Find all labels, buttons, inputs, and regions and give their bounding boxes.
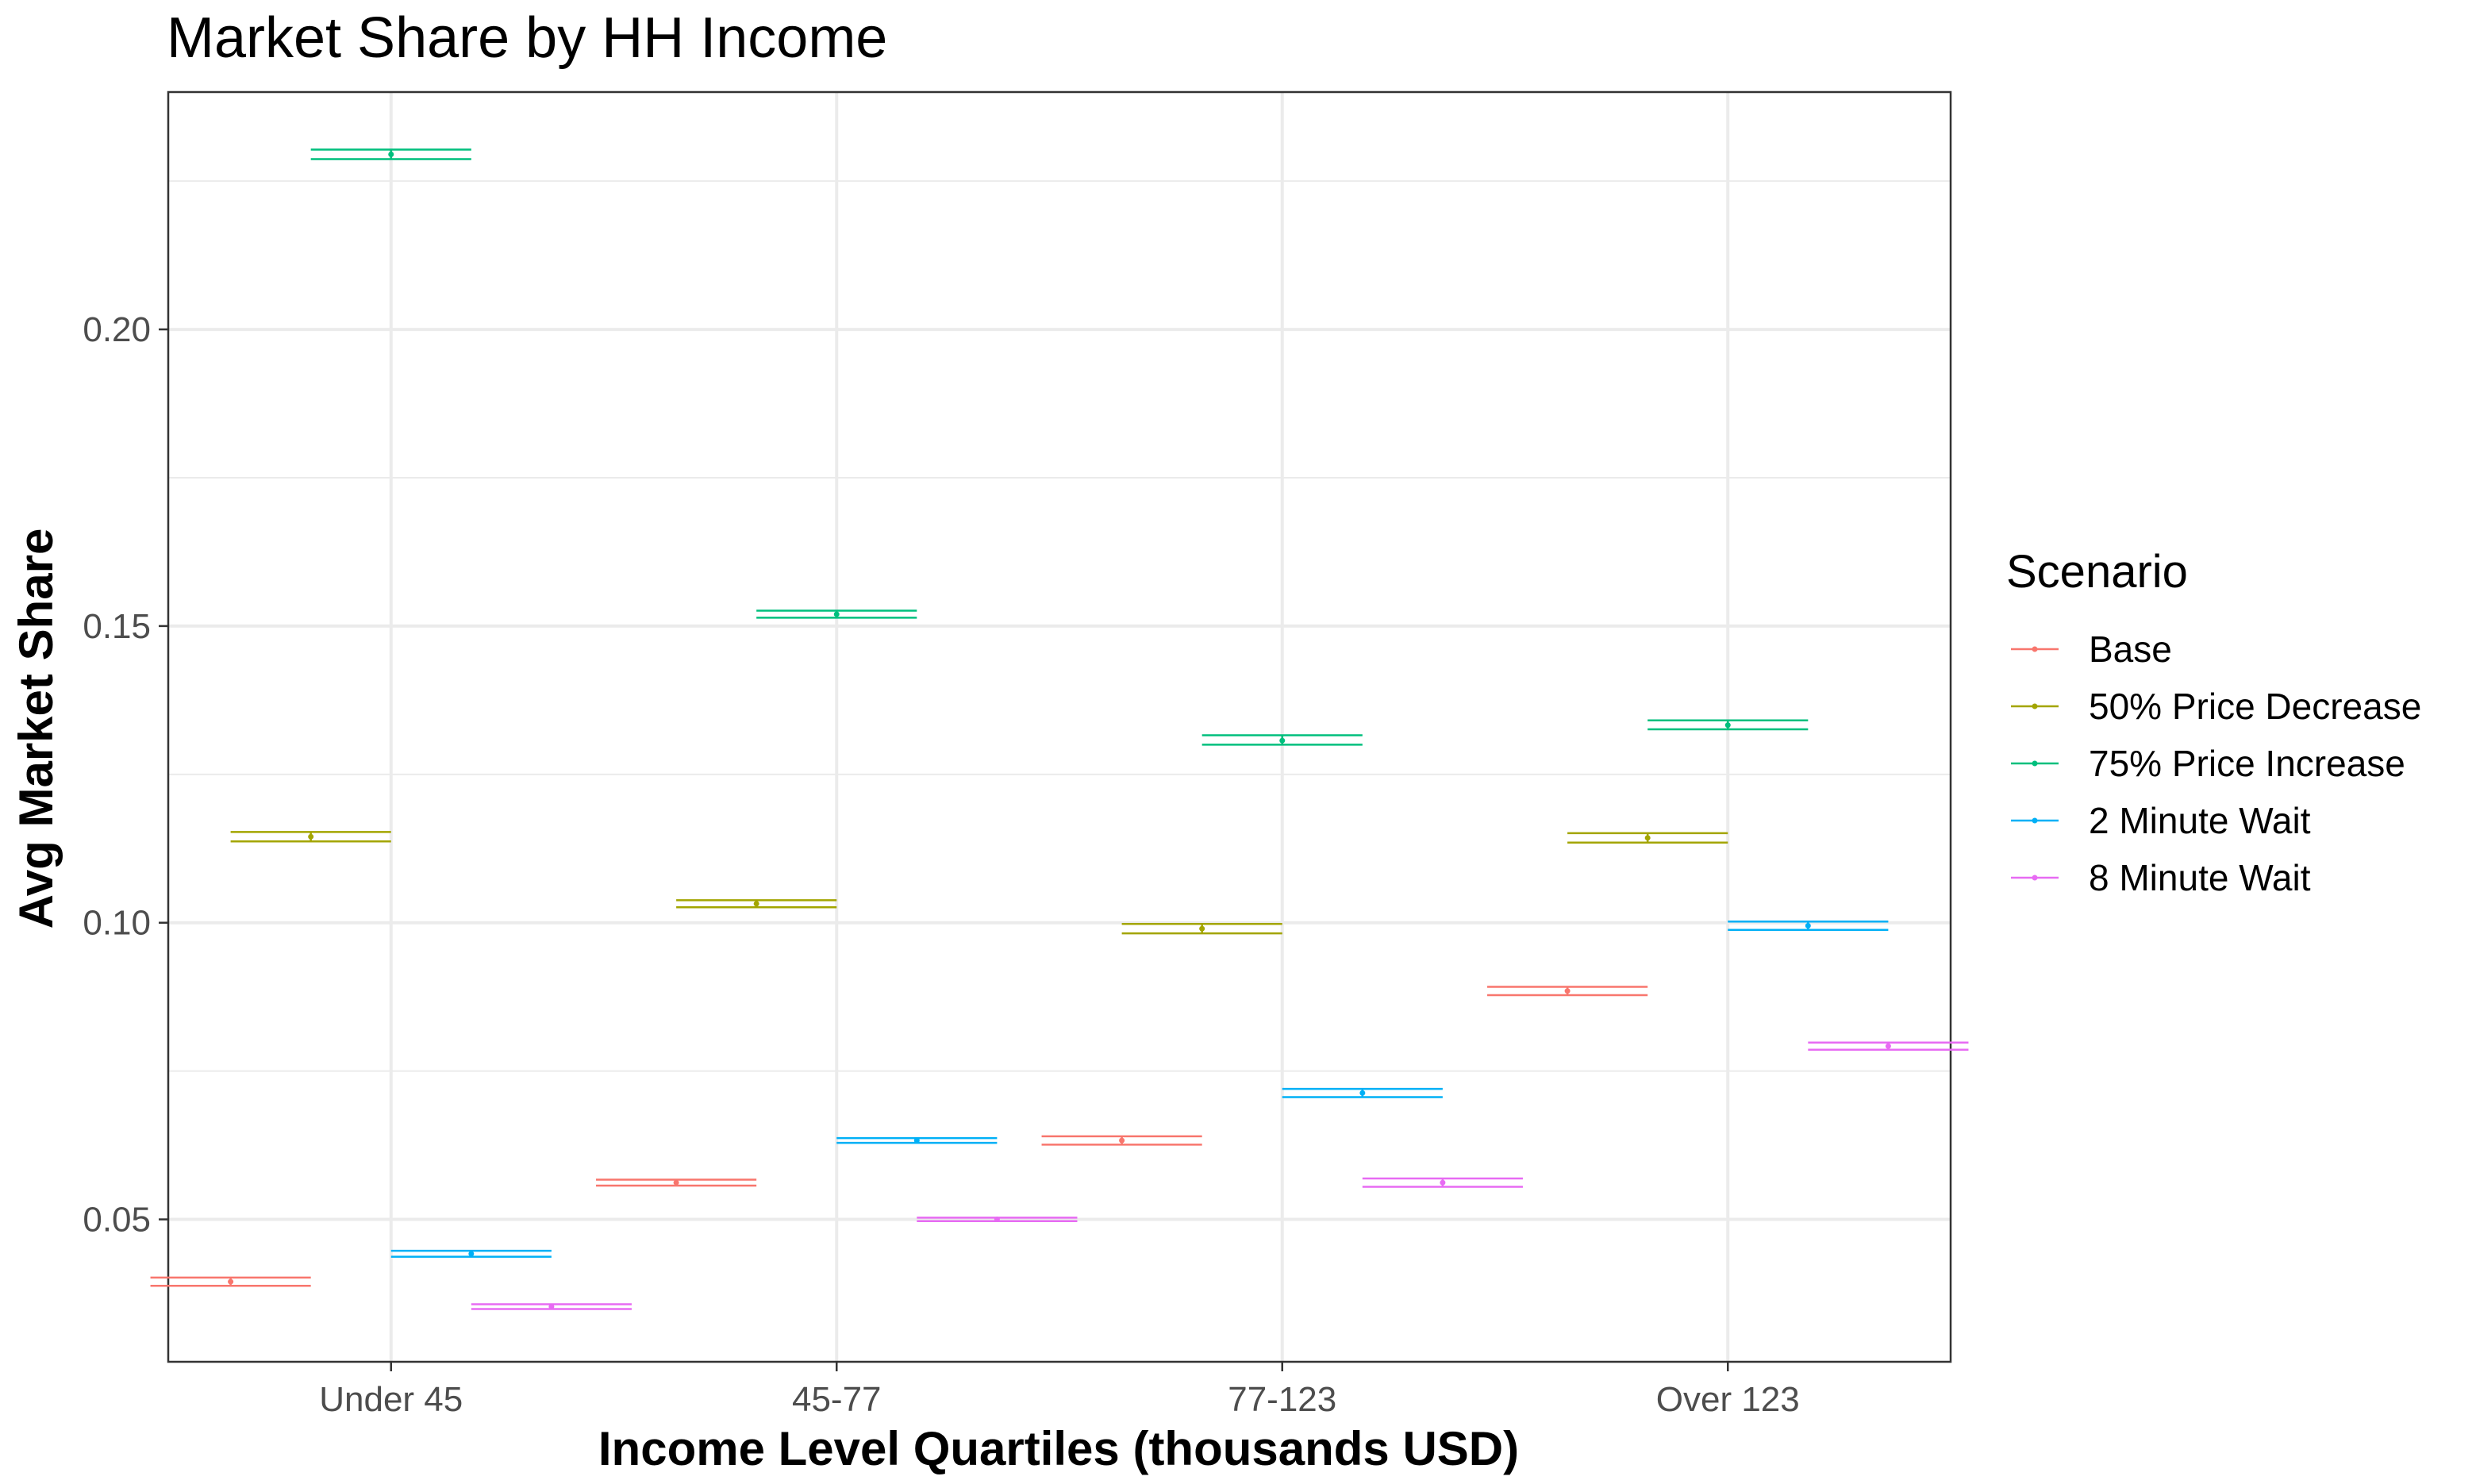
legend-label: 8 Minute Wait	[2089, 857, 2311, 898]
series-2	[230, 831, 1728, 935]
data-point	[548, 1303, 555, 1309]
y-tick-label: 0.10	[83, 904, 151, 943]
data-point	[1564, 988, 1571, 994]
legend-item: 8 Minute Wait	[2011, 857, 2311, 898]
data-point	[1724, 722, 1731, 729]
y-tick-label: 0.20	[83, 310, 151, 349]
data-point	[753, 901, 759, 907]
legend-item: Base	[2011, 629, 2172, 670]
legend-key-point	[2032, 760, 2038, 767]
legend-key-point	[2032, 817, 2038, 824]
data-point	[1885, 1043, 1891, 1049]
data-point	[1199, 925, 1205, 932]
x-tick-label: 45-77	[792, 1380, 882, 1419]
series-1	[150, 986, 1648, 1287]
y-tick-label: 0.15	[83, 607, 151, 646]
data-point	[1644, 835, 1651, 841]
legend-label: 75% Price Increase	[2089, 743, 2405, 784]
legend-key-point	[2032, 875, 2038, 881]
legend-item: 75% Price Increase	[2011, 743, 2405, 784]
legend-item: 2 Minute Wait	[2011, 800, 2311, 841]
legend-label: 2 Minute Wait	[2089, 800, 2311, 841]
data-point	[1359, 1090, 1366, 1096]
legend-title: Scenario	[2006, 546, 2188, 598]
data-point	[913, 1137, 920, 1144]
y-axis: 0.05 0.10 0.15 0.20	[83, 310, 168, 1240]
data-point	[1805, 922, 1811, 928]
data-point	[308, 833, 314, 840]
data-point	[388, 152, 394, 158]
y-tick-label: 0.05	[83, 1201, 151, 1240]
y-axis-title: Avg Market Share	[10, 529, 63, 929]
legend: Scenario Base 50% Price Decrease 75% Price…	[2006, 546, 2421, 898]
legend-key-point	[2032, 703, 2038, 709]
series-3	[310, 148, 1809, 746]
x-axis: Under 45 45-77 77-123 Over 123	[319, 1362, 1800, 1419]
chart-title: Market Share by HH Income	[167, 6, 887, 70]
data-point	[673, 1179, 679, 1186]
data-point	[468, 1251, 475, 1257]
data-point	[994, 1217, 1000, 1223]
data-point	[1279, 737, 1286, 744]
x-axis-title: Income Level Quartiles (thousands USD)	[598, 1422, 1519, 1475]
data-point	[833, 611, 840, 617]
legend-label: 50% Price Decrease	[2089, 686, 2421, 727]
x-tick-label: Under 45	[319, 1380, 463, 1419]
legend-item: 50% Price Decrease	[2011, 686, 2421, 727]
legend-label: Base	[2089, 629, 2172, 670]
series-4	[390, 920, 1889, 1258]
data-point	[1119, 1137, 1125, 1144]
data-point	[1440, 1179, 1446, 1186]
plot-panel	[167, 90, 1952, 1363]
series-5	[471, 1041, 1969, 1310]
plot-marks	[150, 148, 1969, 1310]
x-tick-label: Over 123	[1656, 1380, 1800, 1419]
panel-border	[167, 90, 1952, 1363]
data-point	[228, 1278, 234, 1285]
x-tick-label: 77-123	[1228, 1380, 1336, 1419]
legend-key-point	[2032, 646, 2038, 652]
legend-items: Base 50% Price Decrease 75% Price Increase…	[2011, 629, 2421, 898]
